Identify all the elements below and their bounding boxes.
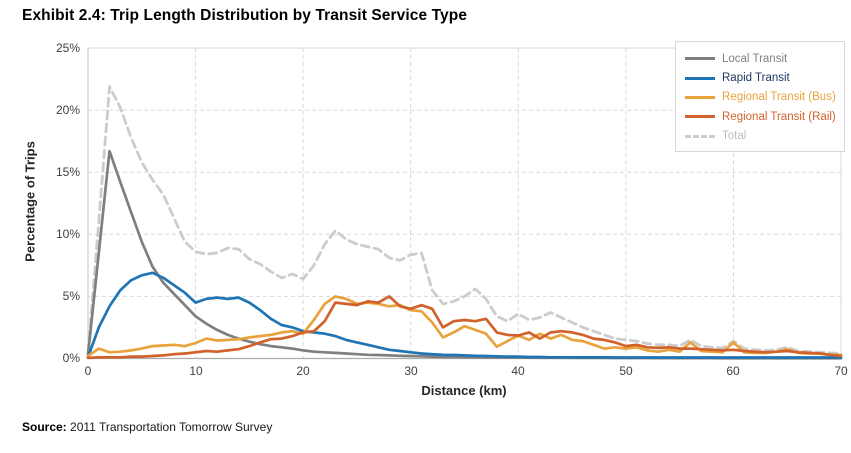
legend: Local Transit Rapid Transit Regional Tra… [675,41,845,152]
y-tick-label: 0% [62,351,80,365]
legend-item-rapid-transit: Rapid Transit [685,68,844,87]
legend-item-label: Regional Transit (Rail) [722,110,836,123]
chart-title: Exhibit 2.4: Trip Length Distribution by… [22,7,468,24]
legend-line-sample [685,76,715,80]
y-tick-label: 15% [55,165,80,179]
legend-line-sample [685,57,715,61]
x-tick-label: 20 [296,364,310,378]
legend-line-sample [685,115,715,119]
legend-item-label: Local Transit [722,52,788,65]
source-line: Source: 2011 Transportation Tomorrow Sur… [22,420,272,434]
x-tick-label: 70 [834,364,848,378]
source-text: 2011 Transportation Tomorrow Survey [66,420,273,434]
x-tick-label: 10 [189,364,203,378]
x-tick-label: 60 [726,364,740,378]
legend-item-regional-transit-bus: Regional Transit (Bus) [685,88,844,107]
legend-item-label: Total [722,130,747,143]
source-label: Source: [22,420,67,434]
y-tick-label: 25% [55,41,80,55]
series-line-total [86,85,843,355]
legend-item-label: Regional Transit (Bus) [722,91,836,104]
x-tick-label: 50 [619,364,633,378]
legend-item-label: Rapid Transit [722,72,790,85]
y-tick-label: 10% [55,227,80,241]
y-tick-label: 20% [55,103,80,117]
legend-item-regional-transit-rail: Regional Transit (Rail) [685,107,844,126]
series-line-rapid-transit [86,271,843,359]
series-line-regional-transit-rail [86,295,843,360]
legend-item-local-transit: Local Transit [685,49,844,68]
legend-line-sample [685,134,715,138]
x-tick-label: 0 [84,364,92,378]
series-line-regional-transit-bus [86,295,843,358]
y-tick-label: 5% [62,289,80,303]
x-tick-label: 40 [511,364,525,378]
x-axis-title: Distance (km) [421,383,507,398]
legend-item-total: Total [685,127,844,146]
legend-line-sample [685,95,715,99]
y-axis-title: Percentage of Trips [22,141,38,262]
x-tick-label: 30 [404,364,418,378]
